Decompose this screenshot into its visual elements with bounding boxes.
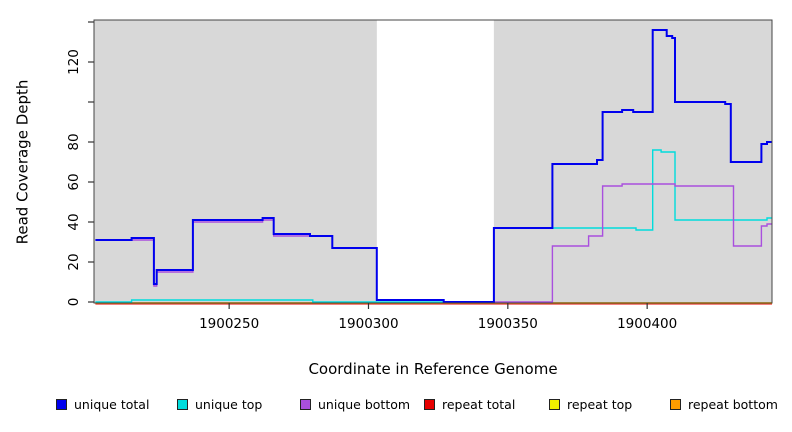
plot-shaded-region <box>493 20 772 303</box>
legend-label: unique bottom <box>318 396 411 412</box>
y-tick-label: 20 <box>66 253 82 270</box>
y-tick-label: 80 <box>66 133 82 150</box>
legend-label: unique total <box>74 396 150 412</box>
series-line-unique-total <box>95 29 772 303</box>
x-tick-label: 1900400 <box>617 316 677 332</box>
x-tick-label: 1900250 <box>199 316 259 332</box>
legend-swatch-unique-top <box>177 398 188 410</box>
y-tick-label: 60 <box>66 173 82 190</box>
x-tick-label: 1900300 <box>338 316 398 332</box>
legend-item-repeat-top: repeat top <box>549 396 632 412</box>
y-tick-label: 120 <box>66 49 82 75</box>
legend-item-unique-top: unique top <box>177 396 262 412</box>
legend-label: repeat bottom <box>688 396 778 412</box>
series-line-unique-top <box>95 149 772 303</box>
legend-label: unique top <box>195 396 263 412</box>
legend-swatch-repeat-bottom <box>670 398 681 410</box>
legend-swatch-repeat-total <box>424 398 435 410</box>
y-tick-label: 0 <box>66 298 82 307</box>
legend-swatch-repeat-top <box>549 398 560 410</box>
y-axis-title: Read Coverage Depth <box>13 79 32 245</box>
x-axis-title: Coordinate in Reference Genome <box>308 360 558 378</box>
y-tick-label: 40 <box>66 213 82 230</box>
legend-item-unique-bottom: unique bottom <box>300 396 410 412</box>
legend-swatch-unique-bottom <box>300 398 311 410</box>
legend-swatch-unique-total <box>56 398 67 410</box>
plot-box <box>93 19 773 304</box>
legend-label: repeat top <box>567 396 633 412</box>
legend-item-unique-total: unique total <box>56 396 149 412</box>
x-tick-label: 1900350 <box>478 316 538 332</box>
legend-item-repeat-total: repeat total <box>424 396 515 412</box>
legend: unique total unique top unique bottom repea… <box>0 396 792 416</box>
legend-item-repeat-bottom: repeat bottom <box>670 396 778 412</box>
legend-label: repeat total <box>442 396 516 412</box>
plot-shaded-region <box>94 20 377 303</box>
